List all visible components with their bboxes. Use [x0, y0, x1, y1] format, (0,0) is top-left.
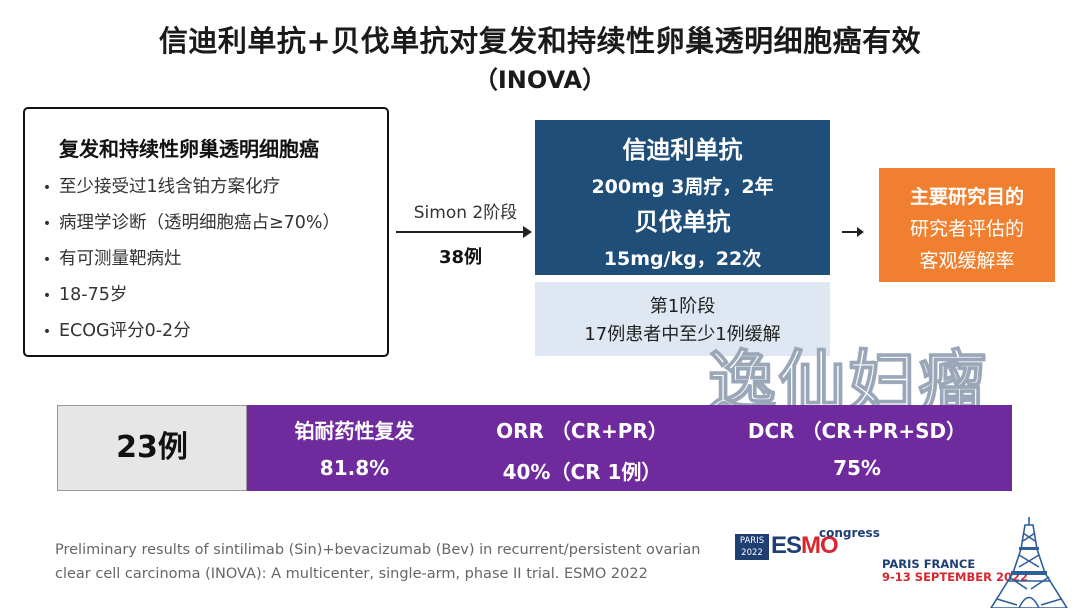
- slide-title: 信迪利单抗+贝伐单抗对复发和持续性卵巢透明细胞癌有效: [158, 24, 922, 58]
- esmo-city-badge: PARIS 2022: [735, 534, 769, 560]
- endpoint-label: 主要研究目的: [909, 186, 1024, 208]
- result-dcr: DCR （CR+PR+SD） 75%: [747, 419, 967, 480]
- list-item: • 病理学诊断（透明细胞癌占≥70%）: [35, 205, 340, 241]
- bullet-icon: •: [42, 180, 52, 196]
- bullet-icon: •: [42, 252, 52, 268]
- dose-bevacizumab: 15mg/kg，22次: [603, 248, 762, 270]
- dose-sintilimab: 200mg 3周疗，2年: [591, 176, 774, 198]
- citation: Preliminary results of sintilimab (Sin)+…: [55, 542, 701, 582]
- eiffel-tower-icon: [990, 517, 1068, 608]
- esmo-wordmark: ESMO: [771, 532, 839, 559]
- phase1-title: 第1阶段: [649, 296, 716, 317]
- primary-endpoint-box: 主要研究目的 研究者评估的 客观缓解率: [879, 168, 1055, 282]
- slide-subtitle: （INOVA）: [473, 66, 607, 94]
- conference-venue: PARIS FRANCE 9-13 SEPTEMBER 2022: [882, 557, 1028, 584]
- bullet-icon: •: [42, 216, 52, 232]
- phase1-criterion: 17例患者中至少1例缓解: [584, 324, 781, 345]
- result-orr: ORR （CR+PR） 40%（CR 1例）: [496, 419, 668, 484]
- result-platinum-resistant: 铂耐药性复发 81.8%: [294, 419, 415, 480]
- endpoint-line1: 研究者评估的: [909, 218, 1024, 240]
- drug-bevacizumab: 贝伐单抗: [634, 208, 731, 236]
- inclusion-criteria-box: 复发和持续性卵巢透明细胞癌 • 至少接受过1线含铂方案化疗 • 病理学诊断（透明细胞…: [23, 107, 389, 357]
- arrow-right-icon: [842, 227, 864, 237]
- phase1-box: 第1阶段 17例患者中至少1例缓解: [535, 282, 830, 356]
- criteria-list: • 至少接受过1线含铂方案化疗 • 病理学诊断（透明细胞癌占≥70%） • 有可测量靶…: [35, 169, 340, 349]
- enrolled-count: 38例: [438, 247, 483, 268]
- arrow-right-icon: [396, 226, 532, 238]
- bullet-icon: •: [42, 324, 52, 340]
- bullet-icon: •: [42, 288, 52, 304]
- esmo-logo: PARIS 2022 ESMO congress: [735, 526, 880, 562]
- list-item: • ECOG评分0-2分: [35, 313, 340, 349]
- results-table: 23例 铂耐药性复发 81.8% ORR （CR+PR） 40%（CR 1例） …: [57, 405, 1012, 491]
- endpoint-line2: 客观缓解率: [919, 250, 1015, 272]
- list-item: • 有可测量靶病灶: [35, 241, 340, 277]
- esmo-congress-label: congress: [819, 526, 880, 540]
- drug-sintilimab: 信迪利单抗: [622, 136, 743, 164]
- criteria-heading: 复发和持续性卵巢透明细胞癌: [59, 137, 319, 161]
- results-band: [247, 405, 1012, 491]
- list-item: • 至少接受过1线含铂方案化疗: [35, 169, 340, 205]
- regimen-box: 信迪利单抗 200mg 3周疗，2年 贝伐单抗 15mg/kg，22次: [535, 120, 830, 275]
- list-item: • 18-75岁: [35, 277, 340, 313]
- design-stage-label: Simon 2阶段: [413, 203, 518, 223]
- patient-count: 23例: [57, 405, 247, 491]
